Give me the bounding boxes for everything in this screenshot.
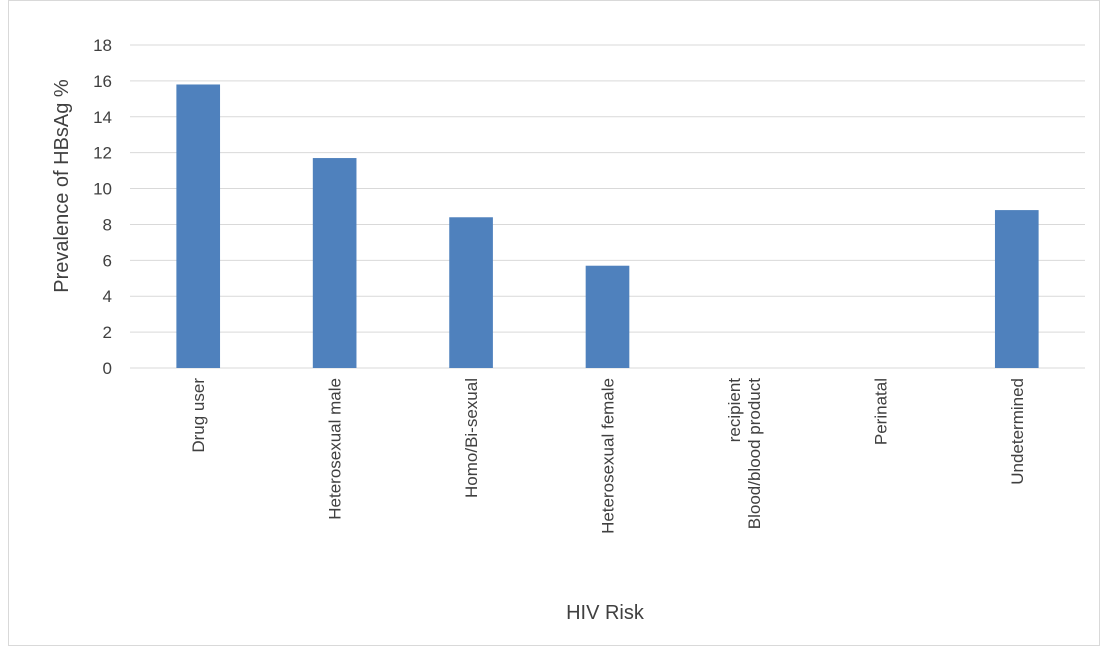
x-tick-label: Drug user bbox=[189, 378, 208, 453]
bar bbox=[994, 210, 1039, 368]
y-tick-label: 6 bbox=[103, 251, 112, 270]
x-tick-label: Blood/blood product bbox=[745, 378, 764, 530]
y-tick-label: 2 bbox=[103, 323, 112, 342]
bars bbox=[176, 84, 1039, 368]
y-tick-label: 12 bbox=[93, 144, 112, 163]
y-axis-title: Prevalence of HBsAg % bbox=[51, 79, 73, 293]
x-tick-label: recipient bbox=[725, 378, 744, 443]
bar bbox=[176, 84, 221, 368]
x-tick-label: Undetermined bbox=[1008, 378, 1027, 485]
bar bbox=[585, 265, 630, 368]
x-tick-label: Homo/Bi-sexual bbox=[462, 378, 481, 498]
y-tick-label: 18 bbox=[93, 36, 112, 55]
bar bbox=[449, 217, 493, 368]
y-tick-label: 4 bbox=[103, 287, 112, 306]
y-tick-label: 10 bbox=[93, 180, 112, 199]
x-tick-label: Perinatal bbox=[871, 378, 890, 445]
y-tick-label: 8 bbox=[103, 215, 112, 234]
x-axis-ticks: Drug user Heterosexual male Homo/Bi-sexual… bbox=[189, 378, 1027, 534]
gridlines bbox=[130, 44, 1085, 369]
y-tick-label: 0 bbox=[103, 359, 112, 378]
bar bbox=[312, 158, 357, 368]
y-axis-ticks: 0 2 4 6 8 10 12 14 16 18 bbox=[93, 36, 112, 378]
y-tick-label: 14 bbox=[93, 108, 112, 127]
x-tick-label: Heterosexual female bbox=[599, 378, 618, 534]
x-axis-title: HIV Risk bbox=[566, 602, 645, 624]
x-tick-label: Heterosexual male bbox=[326, 378, 345, 520]
y-tick-label: 16 bbox=[93, 72, 112, 91]
